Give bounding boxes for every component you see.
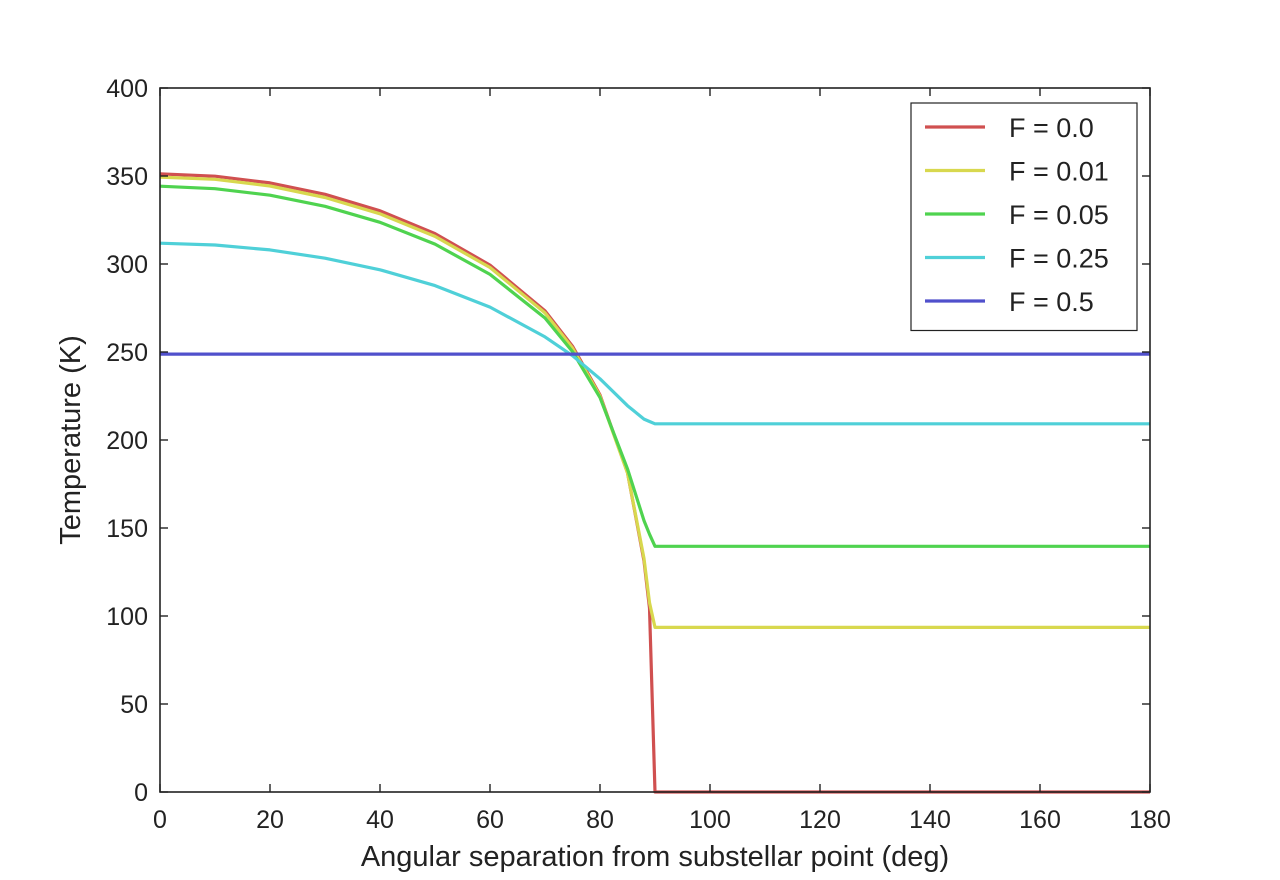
x-tick-label: 20 [256,806,284,834]
y-tick-label: 100 [106,603,148,631]
series-line-1 [159,175,1150,630]
y-tick-label: 350 [106,163,148,191]
y-tick-label: 300 [106,251,148,279]
y-tick-label: 200 [106,427,148,455]
legend-label: F = 0.0 [1009,113,1094,143]
ticks-layer: 0 20 40 60 80 100 120 140 160 180 0 50 100 150 200 250 3… [106,75,1171,834]
legend-label: F = 0.5 [1009,287,1094,317]
series-line-3 [159,241,1150,426]
x-tick-label: 60 [476,806,504,834]
series-layer [159,172,1150,794]
x-tick-label: 120 [799,806,841,834]
legend: F = 0.0 F = 0.01 F = 0.05 F = 0.25 F = 0.5 [910,102,1138,332]
y-tick-label: 0 [134,779,148,807]
legend-label: F = 0.05 [1009,200,1109,230]
x-tick-label: 180 [1129,806,1171,834]
legend-label: F = 0.01 [1009,157,1109,187]
y-tick-label: 400 [106,75,148,103]
legend-label: F = 0.25 [1009,244,1109,274]
x-tick-label: 160 [1019,806,1061,834]
x-tick-label: 0 [153,806,167,834]
y-tick-label: 250 [106,339,148,367]
y-tick-label: 150 [106,515,148,543]
x-axis-label: Angular separation from substellar point… [361,841,949,873]
y-axis-label: Temperature (K) [55,335,87,545]
x-tick-label: 100 [689,806,731,834]
series-line-2 [159,184,1150,548]
x-tick-label: 140 [909,806,951,834]
x-tick-label: 40 [366,806,394,834]
legend-box [910,102,1138,332]
x-tick-label: 80 [586,806,614,834]
y-tick-label: 50 [120,691,148,719]
